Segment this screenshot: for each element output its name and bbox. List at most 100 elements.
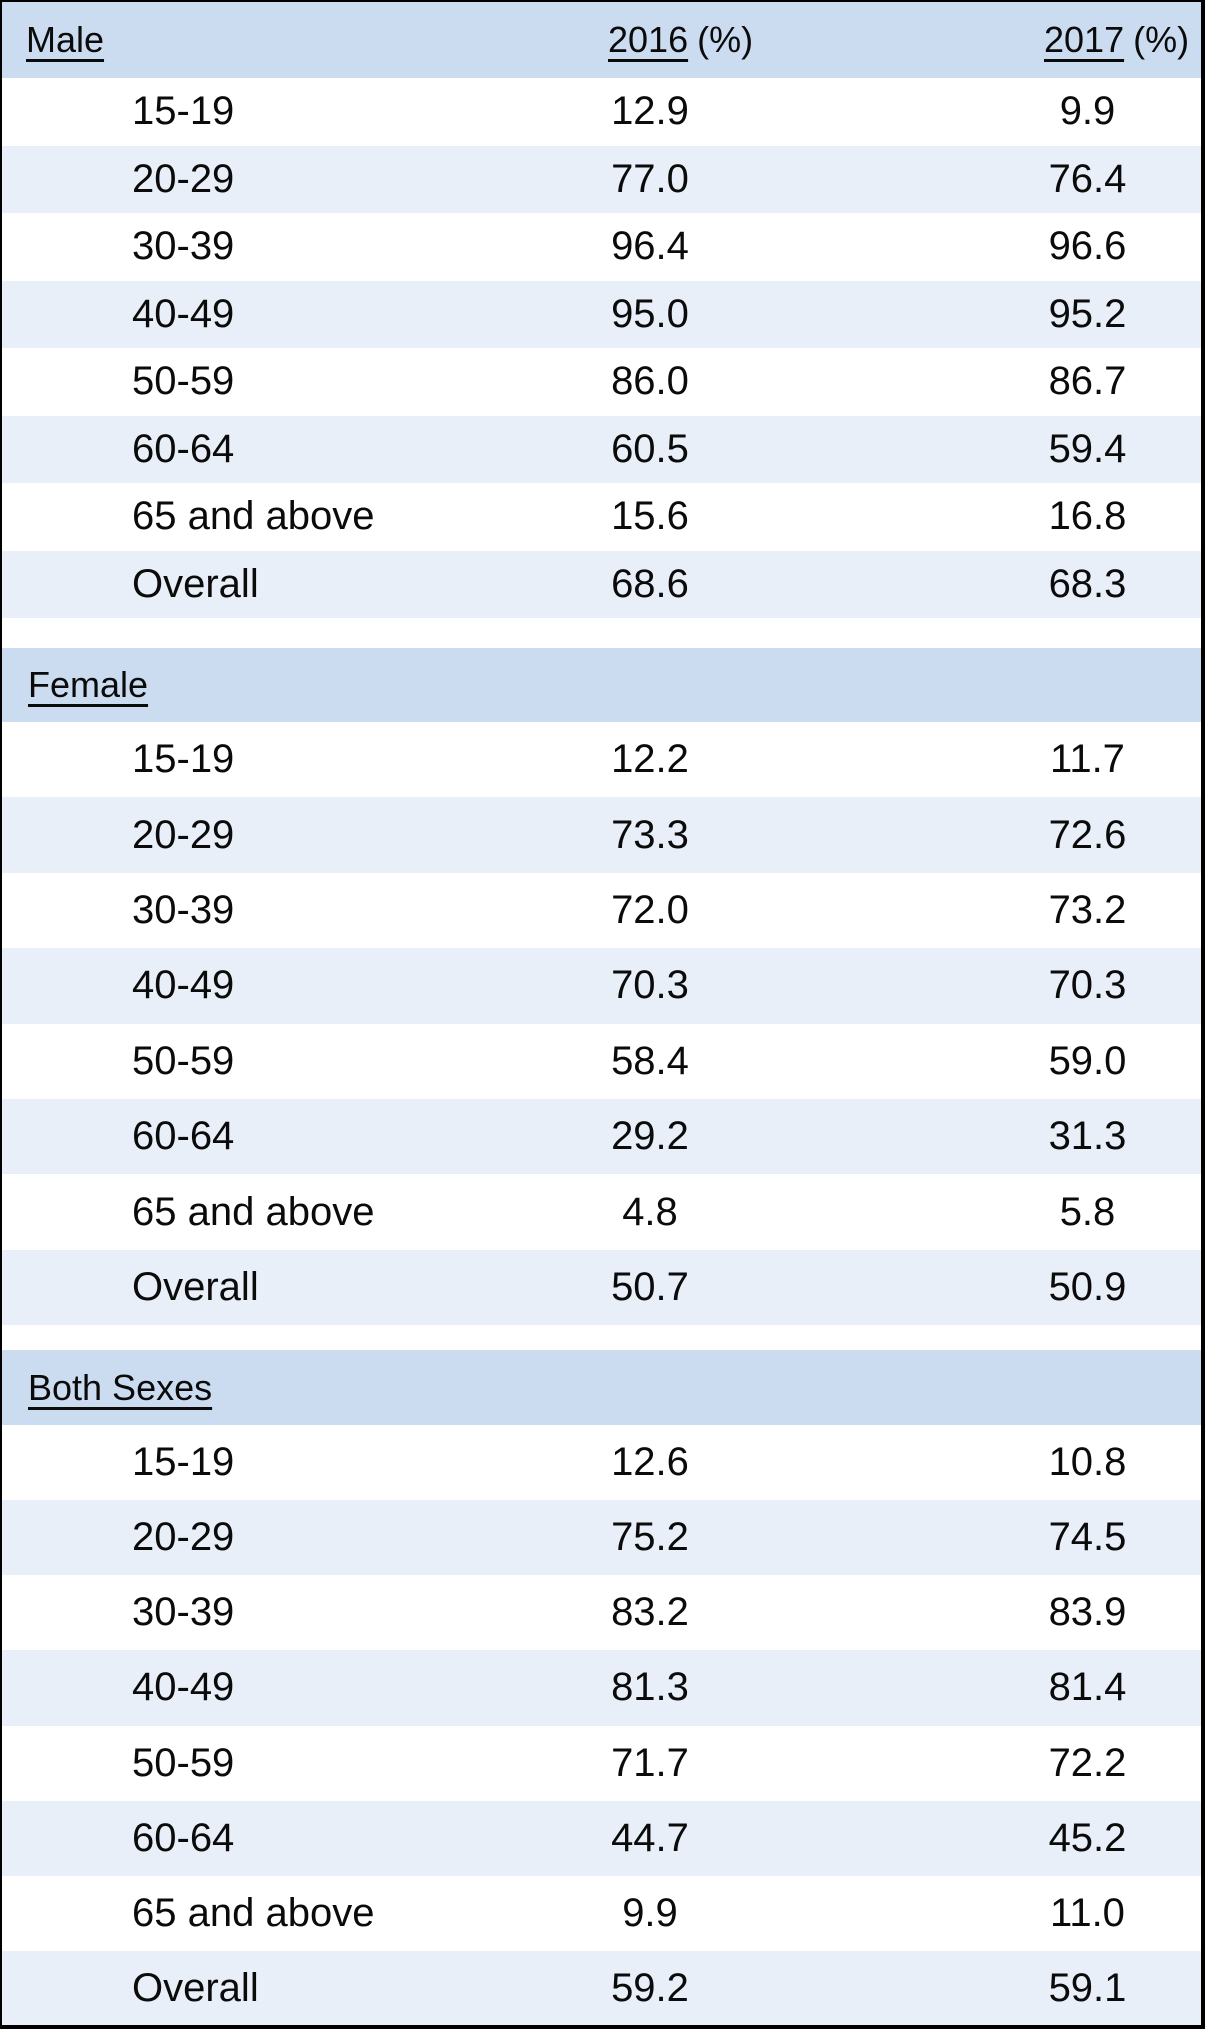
- value-2017: 11.0: [1050, 1890, 1125, 1935]
- age-label: 65 and above: [132, 494, 375, 539]
- age-label: 65 and above: [132, 1189, 375, 1234]
- age-label: 50-59: [132, 359, 235, 404]
- value-2016: 83.2: [611, 1590, 689, 1635]
- value-2016: 12.6: [611, 1440, 689, 1485]
- value-2016: 59.2: [611, 1965, 689, 2010]
- age-label: 30-39: [132, 887, 235, 932]
- table-row: 50-59 71.7 72.2: [2, 1726, 1201, 1801]
- age-label: 15-19: [132, 1440, 235, 1485]
- age-label: 15-19: [132, 89, 235, 134]
- table-row: 40-49 70.3 70.3: [2, 948, 1201, 1024]
- table-row: 60-64 60.5 59.4: [2, 415, 1201, 483]
- value-2017: 5.8: [1059, 1189, 1116, 1234]
- table-row: Overall 50.7 50.9: [2, 1249, 1201, 1326]
- value-2016: 58.4: [611, 1038, 689, 1083]
- value-2016: 12.9: [611, 89, 689, 134]
- value-2017: 76.4: [1048, 156, 1127, 201]
- table-row: 30-39 96.4 96.6: [2, 213, 1201, 281]
- value-2016: 12.2: [611, 737, 689, 782]
- value-2016: 70.3: [611, 963, 689, 1008]
- value-2016: 73.3: [611, 812, 689, 857]
- value-2017: 59.0: [1048, 1038, 1127, 1083]
- value-2016: 60.5: [611, 426, 689, 471]
- section-header-male: Male: [2, 19, 522, 61]
- value-2017: 11.7: [1050, 737, 1125, 782]
- value-2017: 10.8: [1048, 1440, 1127, 1485]
- value-2017: 59.1: [1048, 1965, 1127, 2010]
- year-label: 2016: [608, 19, 689, 60]
- value-2017: 74.5: [1048, 1515, 1127, 1560]
- table-row: 30-39 83.2 83.9: [2, 1575, 1201, 1650]
- table-row: 30-39 72.0 73.2: [2, 873, 1201, 948]
- value-2016: 15.6: [611, 494, 689, 539]
- age-label: 40-49: [132, 291, 235, 336]
- table-row: 20-29 73.3 72.6: [2, 797, 1201, 873]
- table-body: 15-19 12.9 9.9 20-29 77.0 76.4 30-39 96.4 96.6 40…: [2, 78, 1201, 2025]
- value-2017: 81.4: [1048, 1665, 1127, 1710]
- value-2017: 86.7: [1048, 359, 1127, 404]
- table-row: 65 and above 4.8 5.8: [2, 1174, 1201, 1249]
- table-header-row: Male 2016 (%) 2017 (%): [2, 2, 1201, 78]
- age-label: 20-29: [132, 812, 235, 857]
- table-row: 60-64 29.2 31.3: [2, 1098, 1201, 1175]
- value-2016: 50.7: [611, 1264, 689, 1309]
- value-2017: 72.6: [1048, 812, 1127, 857]
- value-2016: 4.8: [622, 1189, 678, 1234]
- table-row: 65 and above 9.9 11.0: [2, 1876, 1201, 1951]
- column-header-2016: 2016 (%): [522, 19, 778, 61]
- table-row: 40-49 95.0 95.2: [2, 280, 1201, 348]
- column-header-2017: 2017 (%): [778, 19, 1201, 61]
- section-header-both-sexes: Both Sexes: [2, 1350, 1201, 1426]
- table-row: 40-49 81.3 81.4: [2, 1650, 1201, 1726]
- age-label: 60-64: [132, 426, 235, 471]
- age-label: 15-19: [132, 737, 235, 782]
- table-row: 20-29 75.2 74.5: [2, 1500, 1201, 1576]
- age-label: Overall: [132, 1965, 259, 2010]
- section-label: Male: [26, 19, 105, 60]
- age-label: 30-39: [132, 224, 235, 269]
- value-2017: 72.2: [1048, 1740, 1127, 1785]
- age-label: 20-29: [132, 156, 235, 201]
- section-gap: [2, 618, 1201, 648]
- table-row: 15-19 12.9 9.9: [2, 78, 1201, 146]
- age-label: 50-59: [132, 1740, 235, 1785]
- value-2017: 59.4: [1048, 426, 1127, 471]
- table-row: 20-29 77.0 76.4: [2, 145, 1201, 213]
- table-row: 50-59 86.0 86.7: [2, 348, 1201, 416]
- table-row: Overall 68.6 68.3: [2, 550, 1201, 618]
- table-row: Overall 59.2 59.1: [2, 1950, 1201, 2025]
- age-label: 65 and above: [132, 1890, 375, 1935]
- age-label: 50-59: [132, 1038, 235, 1083]
- table-row: 65 and above 15.6 16.8: [2, 483, 1201, 551]
- value-2017: 31.3: [1048, 1114, 1127, 1159]
- value-2017: 96.6: [1048, 224, 1127, 269]
- table-row: 60-64 44.7 45.2: [2, 1800, 1201, 1876]
- section-label: Both Sexes: [28, 1366, 213, 1408]
- table-row: 50-59 58.4 59.0: [2, 1024, 1201, 1099]
- value-2016: 75.2: [611, 1515, 689, 1560]
- unit-label: (%): [1133, 19, 1190, 60]
- section-gap: [2, 1325, 1201, 1351]
- value-2016: 95.0: [611, 291, 689, 336]
- value-2016: 29.2: [611, 1114, 689, 1159]
- section-label: Female: [28, 664, 149, 705]
- age-label: 60-64: [132, 1114, 235, 1159]
- value-2016: 44.7: [611, 1815, 689, 1860]
- unit-label: (%): [697, 19, 754, 60]
- value-2016: 81.3: [611, 1665, 689, 1710]
- value-2017: 68.3: [1048, 561, 1127, 606]
- value-2016: 9.9: [622, 1890, 678, 1935]
- age-label: 40-49: [132, 1665, 235, 1710]
- age-label: 40-49: [132, 963, 235, 1008]
- value-2017: 9.9: [1059, 89, 1116, 134]
- value-2017: 50.9: [1048, 1264, 1127, 1309]
- age-label: 20-29: [132, 1515, 235, 1560]
- value-2017: 95.2: [1048, 291, 1127, 336]
- age-label: 60-64: [132, 1815, 235, 1860]
- value-2017: 16.8: [1048, 494, 1127, 539]
- value-2016: 77.0: [611, 156, 689, 201]
- age-label: Overall: [132, 561, 259, 606]
- value-2016: 96.4: [611, 224, 689, 269]
- table-row: 15-19 12.2 11.7: [2, 722, 1201, 797]
